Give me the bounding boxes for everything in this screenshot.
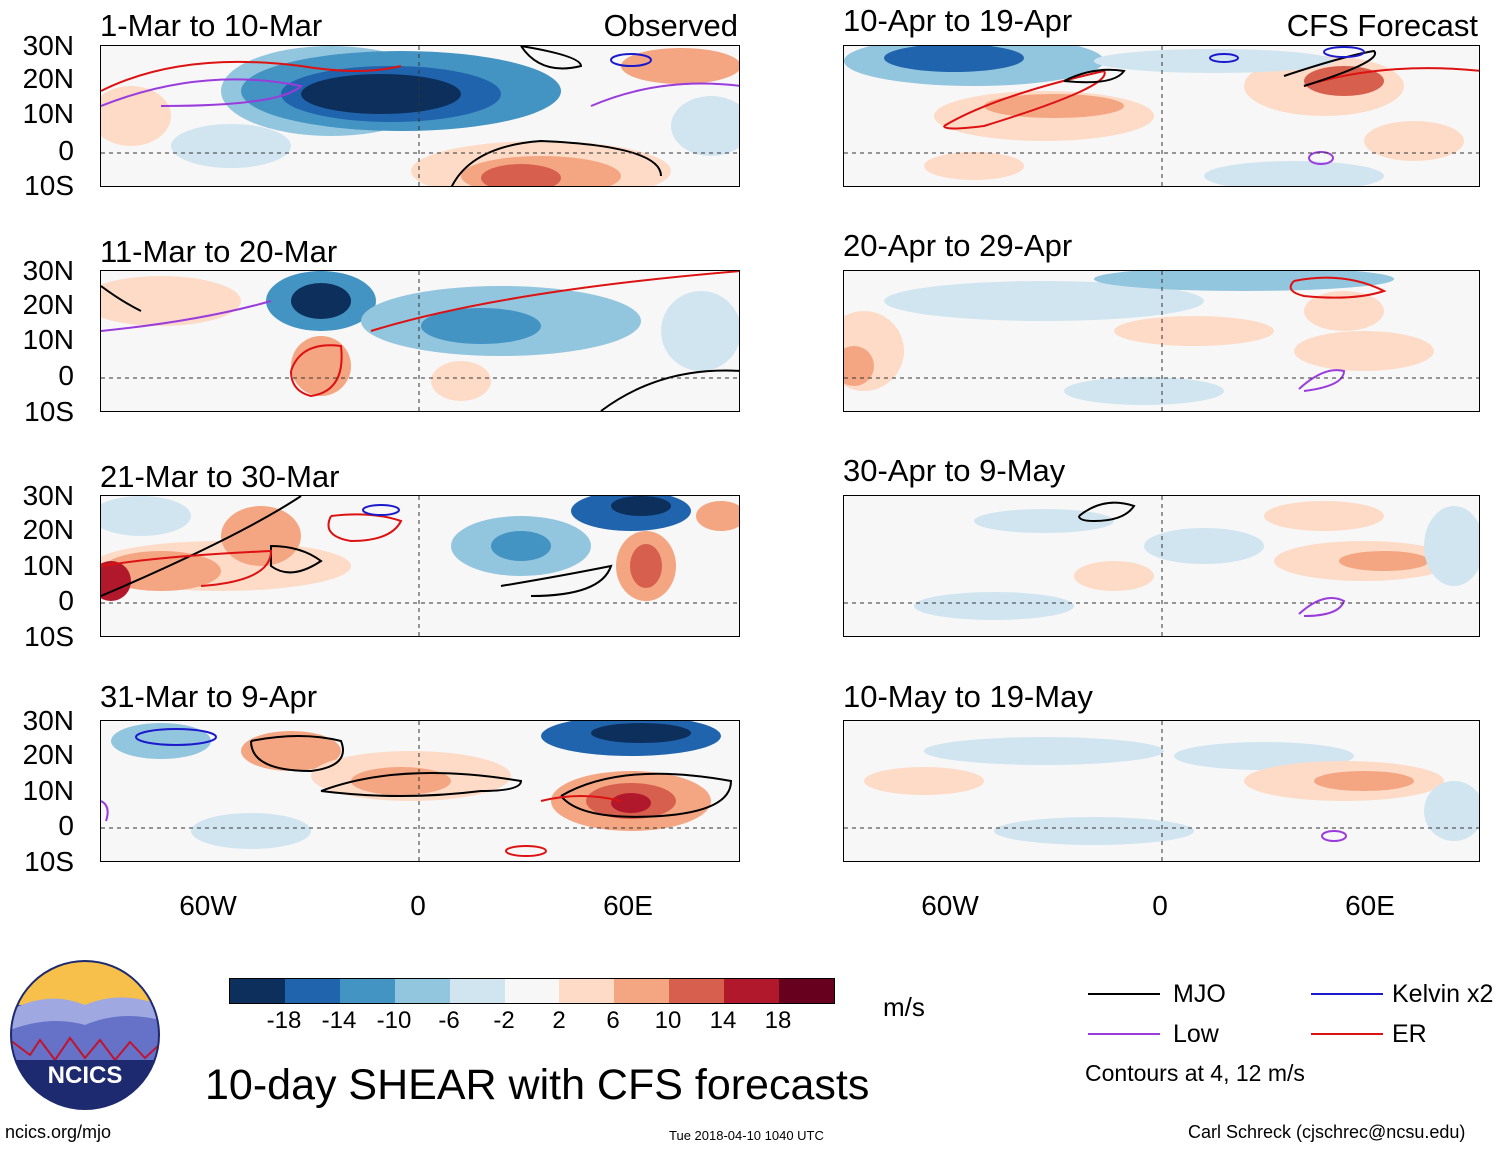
main-title: 10-day SHEAR with CFS forecasts [205,1061,870,1109]
colorbar-swatch [230,979,285,1003]
lat-label-20n: 20N [22,63,74,94]
lat-label-0: 0 [58,135,74,166]
map-panel-6 [843,270,1480,412]
colorbar [229,978,835,1004]
panel-5-tag: CFS Forecast [1286,8,1478,43]
legend: MJO Kelvin x2 Low ER Contours at 4, 12 m… [1085,978,1505,1088]
colorbar-swatch [779,979,834,1003]
panel-3-title: 21-Mar to 30-Mar [100,459,340,494]
map-panel-3 [100,495,740,637]
footer-timestamp: Tue 2018-04-10 1040 UTC [669,1128,824,1143]
footer-author: Carl Schreck (cjschrec@ncsu.edu) [1188,1122,1466,1142]
panel-4-title: 31-Mar to 9-Apr [100,679,318,714]
lat-label-10s: 10S [24,621,74,652]
logo-text: NCICS [48,1062,123,1089]
panel-6-title: 20-Apr to 29-Apr [843,228,1073,263]
panel-7-title: 30-Apr to 9-May [843,453,1066,488]
map-panel-8 [843,720,1480,862]
lon-label-60w: 60W [179,890,237,921]
map-panel-5 [843,45,1480,187]
lat-label-0: 0 [58,585,74,616]
lat-label-10s: 10S [24,170,74,201]
legend-note: Contours at 4, 12 m/s [1085,1060,1305,1086]
lon-label-60w: 60W [921,890,979,921]
colorbar-label: 6 [606,1007,620,1034]
map-panel-2 [100,270,740,412]
colorbar-swatch [284,979,340,1003]
lon-label-0: 0 [1152,890,1168,921]
lat-label-10n: 10N [22,550,74,581]
colorbar-label: 14 [709,1007,737,1034]
legend-low-label: Low [1173,1020,1219,1048]
colorbar-label: -14 [321,1007,357,1034]
ncics-logo: NCICS [10,960,160,1110]
lat-label-30n: 30N [22,705,74,736]
lat-label-0: 0 [58,360,74,391]
panel-1-tag: Observed [603,8,738,43]
footer-url[interactable]: ncics.org/mjo [5,1122,112,1142]
panel-2-title: 11-Mar to 20-Mar [100,234,338,269]
map-panel-1 [100,45,740,187]
map-panel-4 [100,720,740,862]
colorbar-label: 10 [654,1007,682,1034]
lat-label-30n: 30N [22,480,74,511]
colorbar-swatch [504,979,560,1003]
lat-label-30n: 30N [22,255,74,286]
lat-label-20n: 20N [22,289,74,320]
legend-kelvin-label: Kelvin x2 [1392,980,1494,1008]
colorbar-swatch [724,979,780,1003]
lat-label-10n: 10N [22,324,74,355]
colorbar-units: m/s [883,992,925,1022]
colorbar-swatch [449,979,505,1003]
map-panel-7 [843,495,1480,637]
colorbar-swatch [394,979,450,1003]
lon-label-0: 0 [410,890,426,921]
legend-er-line [1311,1033,1383,1035]
lon-label-60e: 60E [1345,890,1395,921]
colorbar-label: -6 [438,1007,460,1034]
panel-8-title: 10-May to 19-May [843,679,1093,714]
colorbar-swatch [559,979,615,1003]
lon-label-60e: 60E [603,890,653,921]
lat-label-0: 0 [58,810,74,841]
colorbar-swatch [339,979,395,1003]
lat-label-20n: 20N [22,739,74,770]
legend-mjo-label: MJO [1173,980,1226,1008]
legend-er-label: ER [1392,1020,1427,1048]
legend-kelvin-line [1311,993,1383,995]
legend-mjo-line [1088,993,1160,995]
colorbar-label: -2 [493,1007,515,1034]
colorbar-swatch [614,979,670,1003]
panel-5-title: 10-Apr to 19-Apr [843,3,1073,38]
colorbar-label: 18 [764,1007,792,1034]
panel-1-title: 1-Mar to 10-Mar [100,8,323,43]
colorbar-label: -18 [266,1007,302,1034]
lat-label-10s: 10S [24,846,74,877]
colorbar-label: -10 [376,1007,412,1034]
legend-low-line [1088,1033,1160,1035]
lat-label-10n: 10N [22,98,74,129]
lat-label-30n: 30N [22,30,74,61]
colorbar-label: 2 [552,1007,566,1034]
colorbar-swatch [669,979,725,1003]
lat-label-10n: 10N [22,775,74,806]
lat-label-20n: 20N [22,514,74,545]
lat-label-10s: 10S [24,396,74,427]
